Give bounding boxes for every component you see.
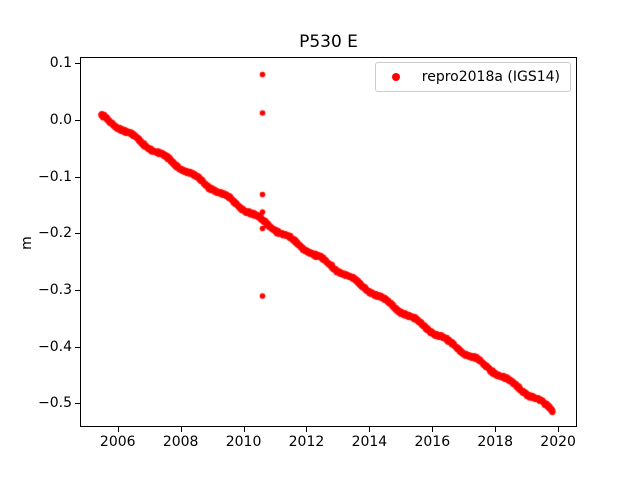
y-tick-mark xyxy=(75,119,80,121)
legend: repro2018a (IGS14) xyxy=(374,62,571,92)
y-tick-label: 0.1 xyxy=(49,55,72,72)
legend-label: repro2018a (IGS14) xyxy=(421,69,560,85)
x-tick-mark xyxy=(117,427,119,432)
y-tick-mark xyxy=(75,346,80,348)
x-tick-mark xyxy=(558,427,560,432)
y-tick-mark xyxy=(75,63,80,65)
scatter-canvas xyxy=(81,58,578,428)
x-tick-mark xyxy=(180,427,182,432)
x-tick-label: 2018 xyxy=(477,434,514,450)
legend-marker-dot xyxy=(391,73,400,81)
y-tick-mark xyxy=(75,233,80,235)
y-tick-mark xyxy=(75,289,80,291)
x-tick-mark xyxy=(306,427,308,432)
x-tick-mark xyxy=(432,427,434,432)
x-tick-label: 2012 xyxy=(288,434,325,450)
x-tick-label: 2020 xyxy=(540,434,576,450)
y-tick-label: −0.5 xyxy=(38,395,72,412)
x-tick-mark xyxy=(369,427,371,432)
y-tick-label: −0.2 xyxy=(38,225,72,242)
y-tick-label: −0.4 xyxy=(38,338,72,355)
y-tick-label: 0.0 xyxy=(49,111,72,128)
x-tick-label: 2008 xyxy=(162,434,199,450)
plot-area: repro2018a (IGS14) xyxy=(80,57,578,428)
y-tick-mark xyxy=(75,176,80,178)
x-tick-label: 2010 xyxy=(225,434,262,450)
y-tick-label: −0.3 xyxy=(38,281,72,298)
y-tick-mark xyxy=(75,403,80,405)
y-axis-label: m xyxy=(19,236,35,250)
x-tick-label: 2006 xyxy=(99,434,136,450)
x-tick-label: 2014 xyxy=(351,434,388,450)
y-tick-label: −0.1 xyxy=(38,168,72,185)
chart-title: P530 E xyxy=(299,32,358,52)
x-tick-mark xyxy=(243,427,245,432)
x-tick-label: 2016 xyxy=(414,434,451,450)
x-tick-mark xyxy=(495,427,497,432)
